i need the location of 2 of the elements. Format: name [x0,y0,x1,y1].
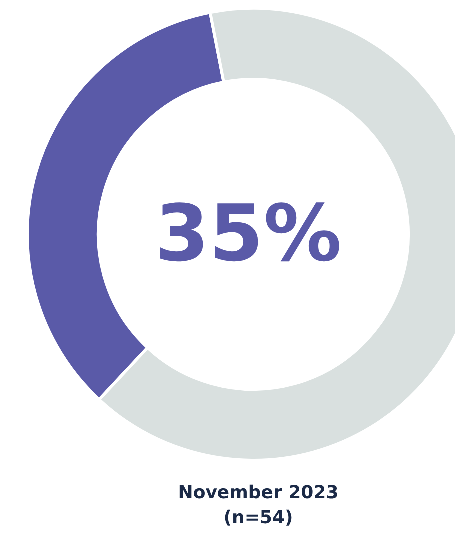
text: November 2023 (n=54) [178,482,339,529]
text: 35% [155,190,342,280]
